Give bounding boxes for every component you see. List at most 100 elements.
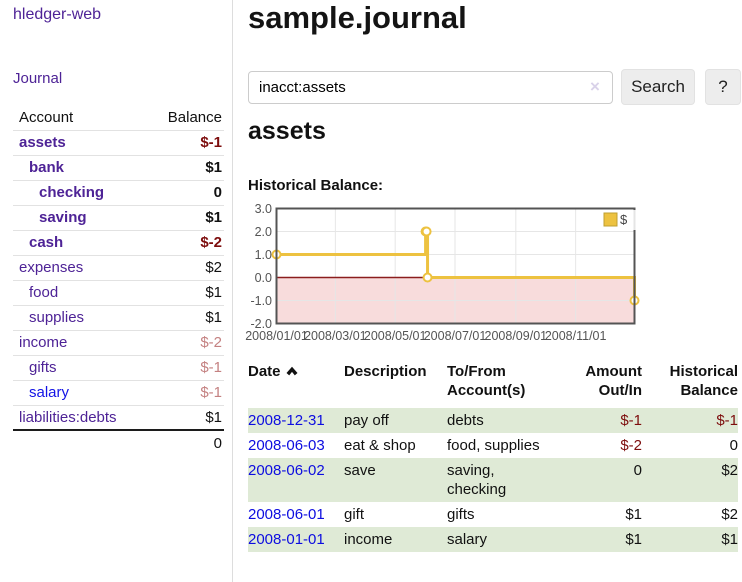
- transaction-description: eat & shop: [344, 437, 416, 454]
- register-row: 2008-01-01 income salary $1 $1: [248, 527, 738, 552]
- register-header-amount: Amount Out/In: [562, 358, 642, 408]
- transaction-description: save: [344, 462, 376, 479]
- account-link[interactable]: expenses: [19, 259, 84, 276]
- register-header-date[interactable]: Date: [248, 358, 344, 408]
- account-row: supplies $1: [13, 305, 224, 330]
- sort-ascending-icon: [286, 366, 298, 376]
- transaction-description: gift: [344, 506, 365, 523]
- account-link[interactable]: salary: [29, 384, 70, 401]
- header-label: Date: [248, 363, 281, 380]
- app-title-link[interactable]: hledger-web: [13, 6, 102, 23]
- account-row: bank $1: [13, 155, 224, 180]
- search-input[interactable]: [248, 71, 613, 104]
- y-tick-label: 2.0: [255, 225, 272, 239]
- x-tick-label: 2008/03/01: [304, 329, 367, 343]
- account-row: checking 0: [13, 180, 224, 205]
- register-header-balance: Historical Balance: [642, 358, 738, 408]
- page-title: sample.journal: [248, 0, 467, 35]
- register-row: 2008-12-31 pay off debts $-1 $-1: [248, 408, 738, 433]
- accounts-table: Account Balance assets $-1 bank $1 checking 0…: [13, 105, 224, 455]
- transaction-date-cell: 2008-06-01: [248, 502, 344, 527]
- account-link[interactable]: assets: [19, 134, 66, 151]
- account-balance: $1: [205, 408, 222, 426]
- account-heading: assets: [248, 117, 326, 145]
- account-row: expenses $2: [13, 255, 224, 280]
- account-row: liabilities:debts $1: [13, 405, 224, 430]
- account-balance: $-2: [200, 234, 222, 251]
- account-name-cell: saving: [13, 205, 150, 230]
- transaction-accounts: gifts: [447, 506, 475, 523]
- account-link[interactable]: food: [29, 284, 59, 301]
- header-label: Out/In: [598, 382, 642, 399]
- x-tick-label: 2008/05/01: [364, 329, 427, 343]
- header-label: Balance: [680, 382, 738, 399]
- account-row: assets $-1: [13, 130, 224, 155]
- x-tick-label: 2008/01/01: [245, 329, 308, 343]
- header-label: Description: [344, 363, 427, 380]
- account-link[interactable]: gifts: [29, 359, 57, 376]
- register-header-description: Description: [344, 358, 447, 408]
- sidebar: hledger-web Journal Account Balance asse…: [0, 0, 233, 582]
- transaction-date-link[interactable]: 2008-06-02: [248, 462, 325, 479]
- account-name-cell: cash: [13, 230, 150, 255]
- clear-search-icon[interactable]: ×: [590, 77, 600, 96]
- transaction-date-cell: 2008-01-01: [248, 527, 344, 552]
- sidebar-item-journal[interactable]: Journal: [13, 70, 63, 87]
- plot-border: [275, 207, 636, 325]
- account-balance: $-1: [200, 134, 222, 151]
- account-link[interactable]: saving: [39, 209, 87, 226]
- transaction-accounts: food, supplies: [447, 437, 540, 454]
- account-row: gifts $-1: [13, 355, 224, 380]
- account-link[interactable]: supplies: [29, 309, 85, 326]
- search-form: × Search ?: [248, 69, 742, 105]
- account-name-cell: checking: [13, 180, 150, 205]
- help-button[interactable]: ?: [705, 69, 741, 105]
- transaction-date-cell: 2008-12-31: [248, 408, 344, 433]
- register-header-row: Date Description To/From Account(s) Amount Ou…: [248, 358, 738, 408]
- transaction-balance: $2: [721, 462, 738, 479]
- y-tick-label: 3.0: [255, 202, 272, 216]
- transaction-accounts: saving, checking: [447, 462, 507, 498]
- transaction-amount: $1: [625, 531, 642, 548]
- transaction-amount: $-2: [620, 437, 642, 454]
- historical-balance-chart: $3.0 2.0 1.0 0.0 -1.0 -2.02008/01/012008/03/0…: [245, 202, 640, 343]
- transaction-date-cell: 2008-06-03: [248, 433, 344, 458]
- account-balance: $2: [205, 259, 222, 276]
- spacer-cell: [13, 430, 150, 455]
- x-tick-label: 2008/07/01: [424, 329, 487, 343]
- transaction-date-cell: 2008-06-02: [248, 458, 344, 502]
- account-balance: $1: [205, 284, 222, 301]
- account-row: salary $-1: [13, 380, 224, 405]
- accounts-header-account: Account: [19, 108, 74, 126]
- chart-title: Historical Balance:: [248, 177, 384, 194]
- account-name-cell: supplies: [13, 305, 150, 330]
- account-link[interactable]: liabilities:debts: [19, 408, 117, 426]
- account-link[interactable]: cash: [29, 234, 64, 251]
- register-header-accounts: To/From Account(s): [447, 358, 562, 408]
- register-row: 2008-06-01 gift gifts $1 $2: [248, 502, 738, 527]
- transaction-date-link[interactable]: 2008-01-01: [248, 531, 325, 548]
- accounts-total-balance: 0: [213, 434, 222, 452]
- account-balance: $1: [205, 209, 222, 226]
- transaction-amount: $-1: [620, 412, 642, 429]
- transaction-date-link[interactable]: 2008-06-01: [248, 506, 325, 523]
- legend-label: $: [620, 212, 628, 227]
- account-link[interactable]: bank: [29, 159, 65, 176]
- transaction-accounts: debts: [447, 412, 484, 429]
- y-tick-label: 0.0: [255, 271, 272, 285]
- transaction-date-link[interactable]: 2008-06-03: [248, 437, 325, 454]
- account-link[interactable]: checking: [39, 184, 105, 201]
- account-link[interactable]: income: [19, 334, 68, 351]
- transaction-date-link[interactable]: 2008-12-31: [248, 412, 325, 429]
- account-name-cell: liabilities:debts: [13, 405, 150, 430]
- main-content: sample.journal × Search ? assets Histori…: [245, 0, 742, 582]
- account-balance: 0: [213, 184, 222, 201]
- account-row: cash $-2: [13, 230, 224, 255]
- register-row: 2008-06-03 eat & shop food, supplies $-2 0: [248, 433, 738, 458]
- account-balance: $1: [205, 309, 222, 326]
- header-label: Historical: [669, 363, 738, 380]
- account-name-cell: bank: [13, 155, 150, 180]
- search-button[interactable]: Search: [621, 69, 695, 105]
- register-table: Date Description To/From Account(s) Amount Ou…: [248, 358, 738, 552]
- account-balance: $-1: [200, 359, 222, 376]
